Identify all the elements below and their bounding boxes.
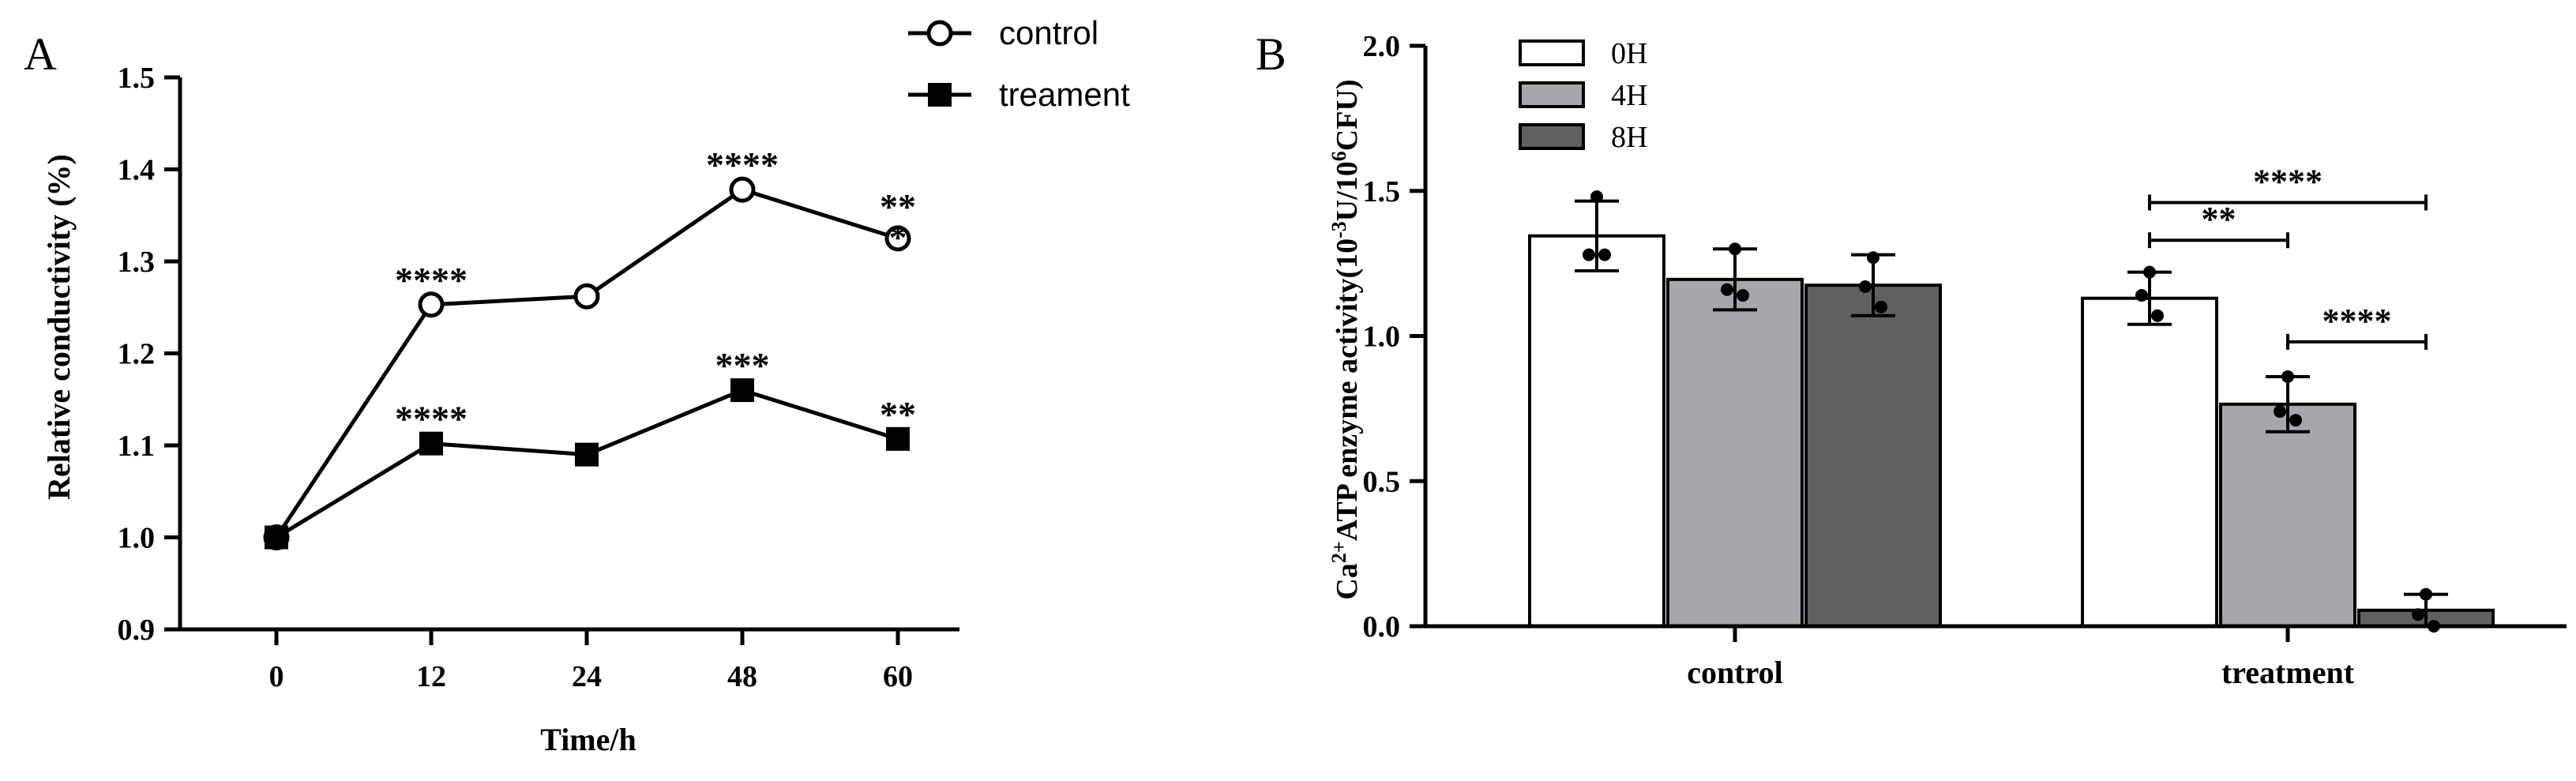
panel-b-y-ticks: 0.0 0.5 1.0 1.5 2.0 — [1363, 30, 1425, 644]
panel-a-line-chart: A 0.9 1.0 1.1 1.2 1.3 1.4 1.5 0 12 24 48 60 Time/h… — [24, 14, 1130, 757]
data-point — [2151, 309, 2164, 322]
panel-a-x-tick-label: 24 — [572, 660, 602, 693]
panel-b-y-tick-label: 2.0 — [1363, 30, 1401, 63]
panel-a-x-ticks: 0 12 24 48 60 — [269, 629, 913, 693]
panel-a-y-tick-label: 1.1 — [118, 430, 156, 463]
significance-label: * — [889, 217, 907, 257]
panel-b-x-tick-label: control — [1687, 655, 1782, 690]
bar-control-4H — [1666, 277, 1804, 628]
series-control-point — [884, 225, 911, 252]
panel-a-y-tick-label: 0.9 — [118, 614, 156, 647]
series-treament-point — [730, 378, 754, 403]
panel-a-axes — [178, 77, 959, 632]
panel-b-legend: 0H 4H 8H — [1519, 37, 1647, 154]
series-control-point — [573, 283, 600, 310]
panel-b-y-tick-label: 1.0 — [1363, 321, 1401, 354]
series-control-point — [729, 176, 756, 203]
significance-label: **** — [395, 399, 468, 439]
panel-a-y-ticks: 0.9 1.0 1.1 1.2 1.3 1.4 1.5 — [118, 62, 180, 647]
legend-treament-label: treament — [999, 76, 1130, 113]
panel-b-y-tick-label: 0.5 — [1363, 465, 1401, 498]
series-treament-point — [575, 442, 599, 467]
data-point — [2135, 289, 2148, 302]
panel-a-series — [263, 176, 911, 550]
data-point — [1859, 280, 1872, 294]
series-control-point — [418, 291, 445, 318]
panel-a-legend: control treament — [908, 14, 1130, 113]
panel-a-x-tick-label: 12 — [416, 660, 446, 693]
panel-a-x-axis-label: Time/h — [540, 722, 636, 757]
data-point — [1598, 248, 1611, 261]
ylabel-part-atp: ATP enzyme activity(10 — [1331, 238, 1364, 541]
data-point — [1875, 300, 1887, 314]
legend-0h-swatch — [1519, 39, 1585, 66]
data-point — [1737, 289, 1749, 302]
panel-b-y-axis-label: Ca2+ATP enzyme activity(10-3U/106CFU) — [1327, 79, 1365, 599]
legend-8h-label: 8H — [1611, 121, 1647, 154]
data-point — [1867, 251, 1879, 265]
data-point — [1590, 190, 1603, 204]
data-point — [2274, 405, 2286, 419]
significance-label: ** — [880, 186, 916, 227]
legend-4h-label: 4H — [1611, 79, 1647, 112]
panel-a-y-tick-label: 1.2 — [118, 338, 156, 371]
ylabel-sup-exp2: 6 — [1327, 151, 1350, 161]
data-point — [2143, 265, 2156, 279]
ylabel-sup-charge: 2+ — [1327, 541, 1350, 563]
panel-a-y-tick-label: 1.3 — [118, 246, 156, 279]
legend-4h-swatch — [1519, 81, 1585, 108]
legend-8h-swatch — [1519, 123, 1585, 150]
significance-label: **** — [2323, 302, 2392, 340]
ylabel-part-unit: U/10 — [1331, 161, 1364, 221]
data-point — [2289, 414, 2302, 427]
data-point — [1583, 248, 1595, 261]
panel-b-bars — [1528, 234, 2495, 628]
panel-a-annotations: ******************** — [395, 145, 916, 439]
significance-label: **** — [2253, 162, 2323, 201]
panel-a-y-axis-label: Relative conductivity (%) — [41, 154, 77, 500]
data-point — [1721, 283, 1733, 296]
panel-b-label: B — [1256, 28, 1286, 80]
series-treament-point — [886, 426, 910, 451]
panel-b-x-tick-label: treatment — [2221, 655, 2355, 690]
data-point — [2420, 588, 2432, 601]
significance-label: *** — [715, 345, 770, 385]
panel-b-significance: ********** — [2148, 162, 2428, 350]
ylabel-part-cfu: CFU) — [1331, 79, 1364, 151]
legend-control-label: control — [999, 14, 1098, 51]
bar-treatment-0H — [2081, 296, 2218, 628]
panel-a-label: A — [24, 28, 57, 80]
bar-treatment-4H — [2219, 402, 2356, 628]
panel-a-x-tick-label: 0 — [269, 660, 284, 693]
panel-a-y-tick-label: 1.5 — [118, 62, 156, 95]
legend-control-marker — [926, 20, 953, 47]
data-point — [2281, 370, 2294, 383]
ylabel-sup-exp1: -3 — [1327, 221, 1350, 238]
ylabel-part-ca: Ca — [1331, 563, 1364, 599]
panel-b-data-points — [1583, 190, 2440, 633]
panel-b-y-tick-label: 1.5 — [1363, 175, 1401, 208]
significance-label: **** — [395, 260, 468, 300]
series-treament-point — [265, 525, 288, 550]
significance-label: ** — [880, 394, 916, 434]
series-control-line — [274, 187, 899, 539]
panel-a-x-tick-label: 60 — [883, 660, 913, 693]
panel-a-y-tick-label: 1.0 — [118, 522, 156, 555]
bar-control-8H — [1804, 283, 1942, 628]
panel-b-bar-chart: B 0.00.51.01.52.0 control treatment *****… — [1256, 28, 2567, 690]
panel-a-y-tick-label: 1.4 — [118, 154, 156, 187]
panel-b-y-tick-label: 0.0 — [1363, 610, 1401, 644]
series-treament-point — [419, 431, 443, 456]
significance-label: ** — [2202, 200, 2236, 238]
panel-b-x-ticks: control treatment — [1687, 626, 2355, 690]
data-point — [2412, 608, 2424, 621]
legend-0h-label: 0H — [1611, 37, 1647, 70]
significance-label: **** — [706, 145, 779, 185]
panel-a-x-tick-label: 48 — [727, 660, 757, 693]
bar-control-0H — [1528, 234, 1665, 628]
legend-treament-marker — [928, 83, 952, 107]
data-point — [1729, 242, 1741, 256]
